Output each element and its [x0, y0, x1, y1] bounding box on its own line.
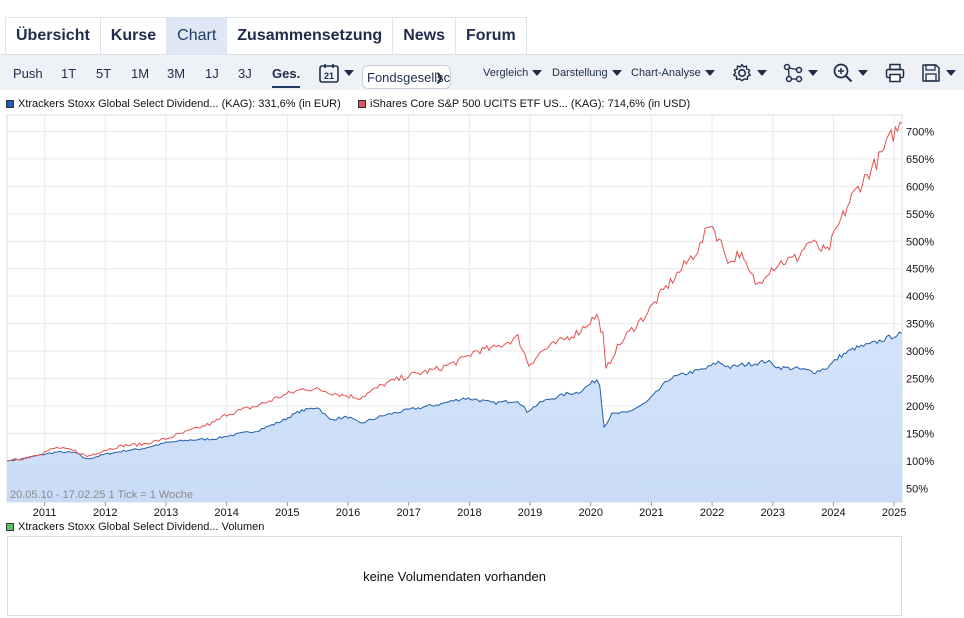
- volume-empty-message: keine Volumendaten vorhanden: [363, 568, 546, 584]
- y-tick-label: 650%: [906, 154, 934, 166]
- tab-news[interactable]: News: [393, 18, 456, 54]
- x-tick-label: 2020: [578, 507, 602, 519]
- legend-swatch-green: [6, 523, 14, 531]
- settings-button[interactable]: [731, 55, 767, 91]
- menu-darstellung-label: Darstellung: [552, 67, 608, 79]
- y-tick-label: 600%: [906, 181, 934, 193]
- legend-volume: Xtrackers Stoxx Global Select Dividend..…: [6, 521, 264, 533]
- menu-darstellung[interactable]: Darstellung: [552, 55, 622, 91]
- network-button[interactable]: [782, 55, 818, 91]
- range-1t[interactable]: 1T: [61, 65, 77, 81]
- menu-vergleich-label: Vergleich: [483, 67, 529, 79]
- x-tick-label: 2012: [93, 507, 117, 519]
- series-line-2: [6, 121, 903, 462]
- legend-volume-label: Xtrackers Stoxx Global Select Dividend..…: [18, 521, 265, 533]
- chevron-down-icon: [858, 70, 868, 76]
- save-icon: [922, 64, 940, 82]
- price-chart[interactable]: 50% 100% 150% 200% 250% 300% 350% 400% 450% 500% 5…: [0, 112, 964, 532]
- legend-swatch-blue: [6, 100, 14, 108]
- range-3j[interactable]: 3J: [238, 65, 252, 81]
- save-button[interactable]: [920, 55, 956, 91]
- chevron-down-icon: [344, 70, 354, 76]
- x-axis: 2011 2012 2013 2014 2015 2016 2017 2018 2019 2020…: [33, 502, 906, 519]
- menu-vergleich[interactable]: Vergleich: [483, 55, 543, 91]
- chart-series: [6, 121, 903, 502]
- x-tick-label: 2014: [214, 507, 238, 519]
- calendar-icon: 21: [319, 64, 339, 83]
- chart-toolbar: Push 1T 5T 1M 3M 1J 3J Ges. 21 Vergleich…: [0, 54, 964, 90]
- y-tick-label: 400%: [906, 291, 934, 303]
- x-tick-label: 2023: [761, 507, 785, 519]
- range-ges[interactable]: Ges.: [272, 55, 301, 91]
- tab-bar: Übersicht Kurse Chart Zusammensetzung News Fo…: [5, 17, 527, 54]
- calendar-day: 21: [324, 71, 334, 81]
- series-line-1: [6, 331, 903, 462]
- range-3m[interactable]: 3M: [167, 65, 186, 81]
- legend-swatch-red: [358, 100, 366, 108]
- series-area-1: [7, 332, 902, 502]
- network-icon: [783, 63, 803, 83]
- y-axis: 50% 100% 150% 200% 250% 300% 350% 400% 450% 500% 5…: [906, 126, 934, 495]
- tab-kurse[interactable]: Kurse: [100, 18, 168, 54]
- chevron-down-icon: [757, 70, 767, 76]
- tab-forum[interactable]: Forum: [456, 18, 526, 54]
- y-tick-label: 300%: [906, 346, 934, 358]
- x-tick-label: 2017: [396, 507, 420, 519]
- y-tick-label: 500%: [906, 236, 934, 248]
- zoom-icon: [833, 63, 853, 83]
- volume-panel: keine Volumendaten vorhanden: [7, 536, 902, 616]
- chevron-down-icon: [532, 70, 543, 76]
- tab-chart[interactable]: Chart: [167, 18, 228, 54]
- chevron-down-icon: [611, 70, 622, 76]
- x-tick-label: 2021: [639, 507, 663, 519]
- legend-series-2: iShares Core S&P 500 UCITS ETF US... (KA…: [358, 98, 690, 110]
- y-tick-label: 50%: [906, 483, 928, 495]
- y-tick-label: 700%: [906, 126, 934, 138]
- legend-series-2-label: iShares Core S&P 500 UCITS ETF US... (KA…: [370, 98, 691, 110]
- y-tick-label: 550%: [906, 209, 934, 221]
- y-tick-label: 200%: [906, 401, 934, 413]
- range-5t[interactable]: 5T: [96, 65, 112, 81]
- x-tick-label: 2018: [457, 507, 481, 519]
- x-tick-label: 2024: [821, 507, 845, 519]
- x-tick-label: 2025: [882, 507, 906, 519]
- tab-zusammensetzung[interactable]: Zusammensetzung: [227, 18, 394, 54]
- y-tick-label: 350%: [906, 319, 934, 331]
- gear-icon: [733, 63, 751, 82]
- chevron-down-icon: [808, 70, 818, 76]
- range-push[interactable]: Push: [13, 65, 43, 81]
- fund-company-select[interactable]: Fondsgesellschaft ❯: [362, 65, 451, 89]
- x-tick-label: 2011: [33, 507, 57, 519]
- print-button[interactable]: [884, 55, 906, 91]
- x-tick-label: 2016: [336, 507, 360, 519]
- x-tick-label: 2015: [275, 507, 299, 519]
- x-tick-label: 2013: [154, 507, 178, 519]
- menu-chart-analyse[interactable]: Chart-Analyse: [631, 55, 715, 91]
- print-icon: [885, 63, 905, 83]
- fund-company-select-value: Fondsgesellschaft: [367, 69, 451, 85]
- legend-series-1-label: Xtrackers Stoxx Global Select Dividend..…: [18, 98, 341, 110]
- y-tick-label: 450%: [906, 264, 934, 276]
- y-tick-label: 250%: [906, 373, 934, 385]
- x-tick-label: 2022: [700, 507, 724, 519]
- y-tick-label: 100%: [906, 456, 934, 468]
- calendar-button[interactable]: 21: [318, 55, 354, 91]
- tab-übersicht[interactable]: Übersicht: [6, 18, 101, 54]
- chevron-down-icon: [704, 70, 715, 76]
- range-1m[interactable]: 1M: [131, 65, 150, 81]
- chart-info: 20.05.10 - 17.02.25 1 Tick = 1 Woche: [10, 489, 193, 501]
- chart-grid: [7, 115, 902, 502]
- legend-series-1: Xtrackers Stoxx Global Select Dividend..…: [6, 98, 341, 110]
- menu-chart-analyse-label: Chart-Analyse: [631, 67, 701, 79]
- zoom-button[interactable]: [832, 55, 868, 91]
- x-tick-label: 2019: [518, 507, 542, 519]
- y-tick-label: 150%: [906, 428, 934, 440]
- chevron-down-icon: ❯: [434, 72, 444, 84]
- range-1j[interactable]: 1J: [205, 65, 219, 81]
- chevron-down-icon: [946, 70, 956, 76]
